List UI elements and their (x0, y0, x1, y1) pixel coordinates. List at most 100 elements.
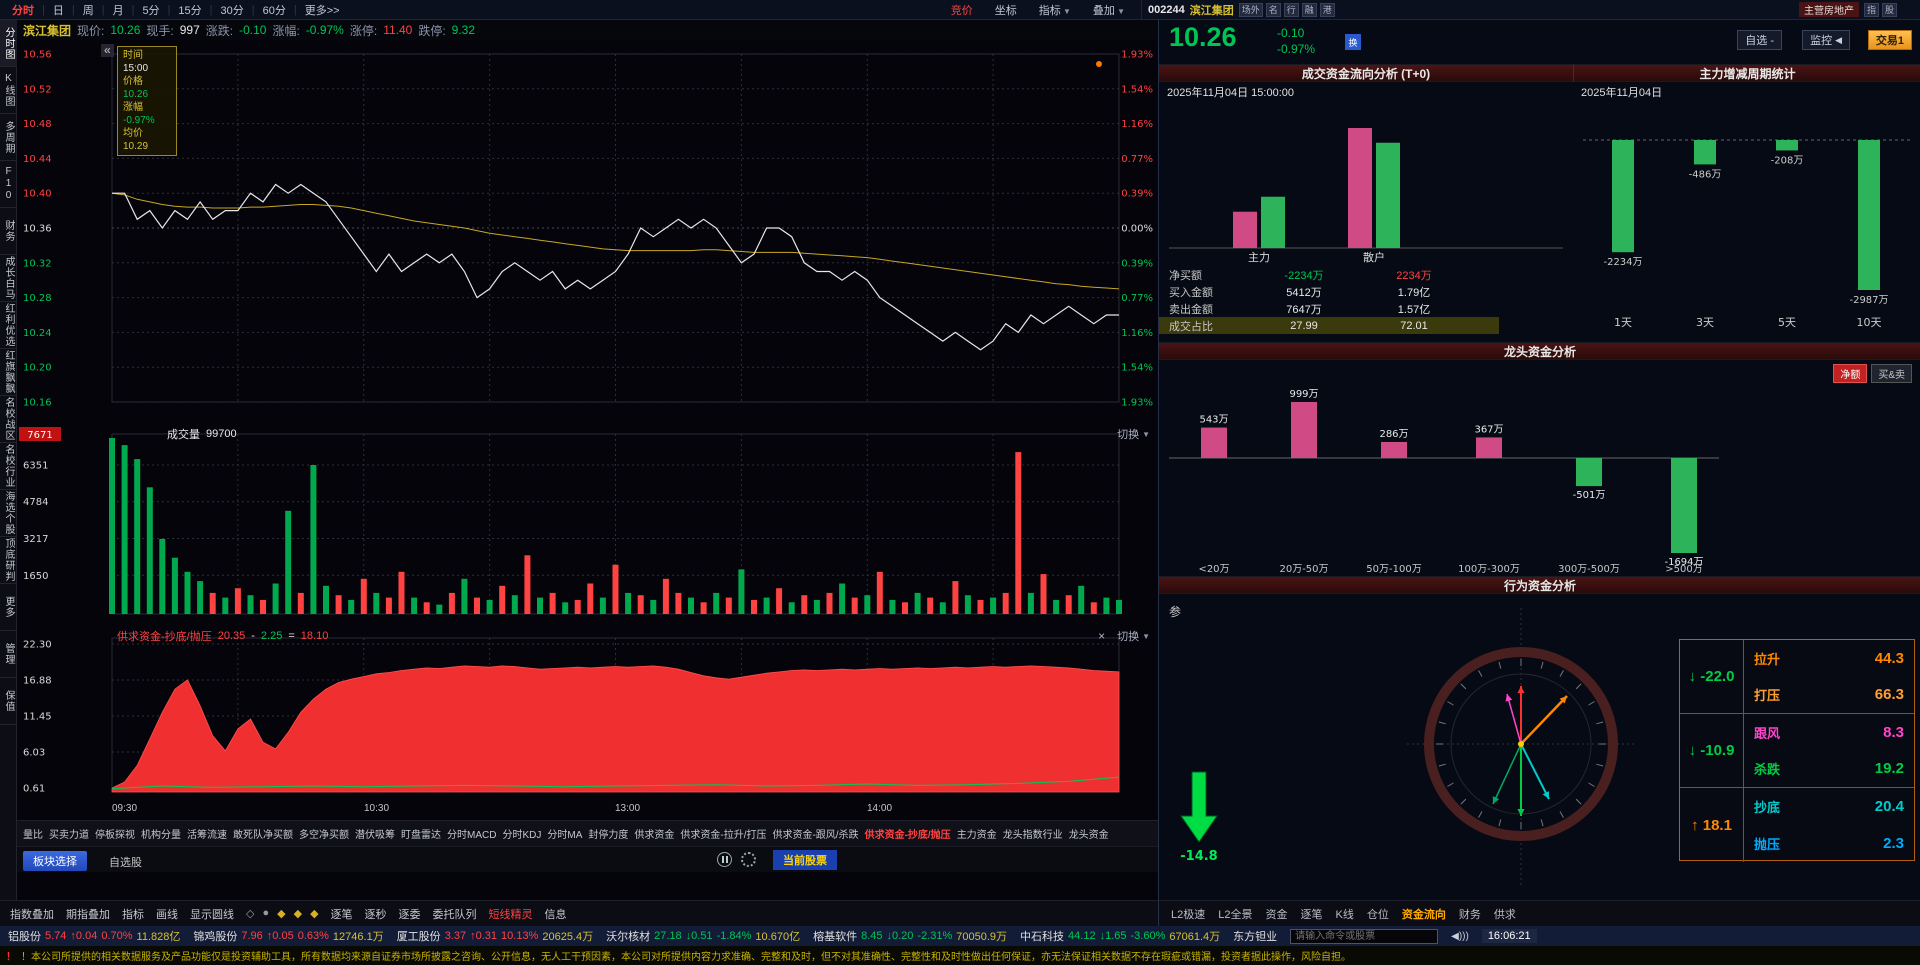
indicator-tab-2[interactable]: 停板探视 (95, 830, 135, 841)
toolbar-tick-item-3[interactable]: 委托队列 (432, 908, 477, 921)
trade-button[interactable]: 交易1 (1867, 30, 1912, 50)
toolbar-tick-item-4[interactable]: 短线精灵 (488, 908, 533, 921)
right-bottom-tab-8[interactable]: 供求 (1493, 908, 1516, 921)
block-select-button[interactable]: 板块选择 (23, 851, 87, 871)
ticker-stock-2[interactable]: 厦工股份 3.37 ↑0.31 10.13% 20625.4万 (397, 928, 593, 944)
close-icon[interactable]: × (1098, 629, 1106, 643)
volume-switch[interactable]: 切换 ▼ (1117, 429, 1150, 441)
indicator-tab-9[interactable]: 分时MACD (447, 830, 497, 841)
right-bottom-tab-3[interactable]: 逐笔 (1300, 908, 1323, 921)
period-tab-6[interactable]: 30分 (220, 4, 244, 17)
supply-demand-chart[interactable]: 22.30 16.88 11.45 6.03 0.61 (17, 626, 1158, 800)
ticker-stock-5[interactable]: 中石科技 44.12 ↓1.65 -3.60% 67061.4万 (1020, 928, 1220, 944)
collapse-panel-icon[interactable]: « (101, 44, 114, 57)
sidebar-item-0[interactable]: 分时图 (0, 20, 17, 67)
watchlist-tab[interactable]: 自选股 (109, 857, 142, 869)
right-bottom-tab-2[interactable]: 资金 (1265, 908, 1288, 921)
diamond-icon[interactable]: ◆ (293, 908, 303, 920)
sidebar-item-6[interactable]: 红利优选 (0, 302, 17, 349)
sidebar-item-2[interactable]: 多周期 (0, 114, 17, 161)
indicator-tab-10[interactable]: 分时KDJ (502, 830, 542, 841)
ticker-stock-4[interactable]: 榕基软件 8.45 ↓0.20 -2.31% 70050.9万 (813, 928, 1007, 944)
sidebar-item-13[interactable]: 管理 (0, 631, 17, 678)
ticker-stock-0[interactable]: 铝股份 5.74 ↑0.04 0.70% 11.828亿 (8, 928, 180, 944)
diamond-outline-icon[interactable]: ◇ (246, 908, 255, 920)
sidebar-item-10[interactable]: 海选个股 (0, 490, 17, 537)
ticker-stock-1[interactable]: 锦鸡股份 7.96 ↑0.05 0.63% 12746.1万 (193, 928, 383, 944)
monitor-button[interactable]: 监控 ◀ (1802, 30, 1850, 50)
right-bottom-tab-5[interactable]: 仓位 (1366, 908, 1389, 921)
right-bottom-tab-4[interactable]: K线 (1335, 908, 1354, 921)
stock-badge-0[interactable]: 场外 (1238, 2, 1263, 17)
chart-tool-0[interactable]: 竞价 (950, 4, 973, 17)
stock-badge-3[interactable]: 融 (1301, 2, 1317, 17)
period-tab-4[interactable]: 5分 (142, 4, 160, 17)
stock-badge-4[interactable]: 港 (1319, 2, 1335, 17)
sidebar-item-5[interactable]: 成长白马 (0, 255, 17, 302)
period-tab-1[interactable]: 日 (52, 4, 64, 17)
sidebar-item-1[interactable]: K线图 (0, 67, 17, 114)
gear-icon[interactable] (741, 852, 756, 867)
pause-icon[interactable] (717, 852, 732, 867)
right-bottom-tab-6[interactable]: 资金流向 (1401, 908, 1446, 921)
toolbar-item-4[interactable]: 显示圆线 (190, 908, 234, 921)
period-tab-7[interactable]: 60分 (262, 4, 286, 17)
command-input[interactable] (1290, 928, 1439, 944)
toolbar-tick-item-1[interactable]: 逐秒 (364, 908, 387, 921)
indicator-tab-17[interactable]: 主力资金 (956, 830, 997, 841)
sidebar-item-11[interactable]: 顶底研判 (0, 537, 17, 584)
period-tab-3[interactable]: 月 (112, 4, 124, 17)
stock-badge-2[interactable]: 行 (1283, 2, 1299, 17)
toolbar-item-1[interactable]: 期指叠加 (66, 908, 110, 921)
sidebar-item-4[interactable]: 财务 (0, 208, 17, 255)
swap-layout-icon[interactable]: 换 (1345, 34, 1361, 50)
indicator-tab-16[interactable]: 供求资金-抄底/抛压 (864, 830, 951, 841)
speaker-icon[interactable]: ◀))) (1451, 930, 1469, 942)
circle-icon[interactable]: ● (262, 907, 270, 919)
right-bottom-tab-1[interactable]: L2全景 (1218, 908, 1253, 921)
intraday-chart[interactable]: 10.56 1.93% 10.52 1.54% 10.48 1.16% 10.44 0.77%… (17, 40, 1158, 422)
stock-badge-1[interactable]: 名 (1265, 2, 1281, 17)
indicator-tab-7[interactable]: 潜伏吸筹 (355, 830, 395, 841)
indicator-tab-19[interactable]: 龙头资金 (1068, 830, 1109, 841)
toolbar-item-3[interactable]: 画线 (156, 908, 178, 921)
sidebar-item-9[interactable]: 名校行业 (0, 443, 17, 490)
indicator-tab-15[interactable]: 供求资金-跟风/杀跌 (772, 830, 859, 841)
toolbar-item-2[interactable]: 指标 (122, 908, 144, 921)
indicator-tab-13[interactable]: 供求资金 (634, 830, 675, 841)
watchlist-button[interactable]: 自选 - (1737, 30, 1782, 50)
sidebar-item-3[interactable]: F10 (0, 161, 17, 208)
indicator-tab-5[interactable]: 敢死队净买额 (233, 830, 293, 841)
sidebar-item-14[interactable]: 保值 (0, 678, 17, 725)
current-stock-button[interactable]: 当前股票 (773, 850, 837, 870)
diamond-icon[interactable]: ◆ (277, 908, 286, 920)
pane3-switch[interactable]: 切换 ▼ (1117, 631, 1150, 643)
indicator-tab-11[interactable]: 分时MA (547, 830, 583, 841)
ticker-stock-3[interactable]: 沃尔核材 27.18 ↓0.51 -1.84% 10.670亿 (606, 928, 800, 944)
longtou-tab-0[interactable]: 净额 (1833, 364, 1868, 383)
indicator-tab-1[interactable]: 买卖力道 (49, 830, 89, 841)
period-tab-0[interactable]: 分时 (12, 4, 34, 17)
mini-tab-0[interactable]: 指 (1863, 2, 1879, 17)
sidebar-item-8[interactable]: 名校战区 (0, 396, 17, 443)
indicator-tab-6[interactable]: 多空净买额 (299, 830, 349, 841)
chart-tool-1[interactable]: 坐标 (994, 4, 1017, 17)
sidebar-item-12[interactable]: 更多 (0, 584, 17, 631)
right-bottom-tab-7[interactable]: 财务 (1458, 908, 1481, 921)
indicator-tab-3[interactable]: 机构分量 (141, 830, 181, 841)
toolbar-tick-item-2[interactable]: 逐委 (398, 908, 421, 921)
chart-tool-2[interactable]: 指标 ▼ (1038, 4, 1071, 17)
indicator-tab-12[interactable]: 封停力度 (588, 830, 629, 841)
indicator-tab-8[interactable]: 盯盘雷达 (401, 830, 441, 841)
indicator-tab-18[interactable]: 龙头指数行业 (1002, 830, 1063, 841)
volume-chart[interactable]: 6351 4784 3217 1650 7671 (17, 424, 1158, 624)
period-tab-2[interactable]: 周 (82, 4, 94, 17)
period-tab-8[interactable]: 更多>> (304, 4, 340, 17)
ticker-stock-6[interactable]: 东方钽业 (1233, 928, 1277, 944)
diamond-icon[interactable]: ◆ (310, 908, 319, 920)
sidebar-item-7[interactable]: 红旗飘飘 (0, 349, 17, 396)
right-bottom-tab-0[interactable]: L2极速 (1171, 908, 1206, 921)
indicator-tab-14[interactable]: 供求资金-拉升/打压 (680, 830, 767, 841)
toolbar-tick-item-0[interactable]: 逐笔 (330, 908, 353, 921)
indicator-tab-4[interactable]: 活筹流速 (187, 830, 227, 841)
